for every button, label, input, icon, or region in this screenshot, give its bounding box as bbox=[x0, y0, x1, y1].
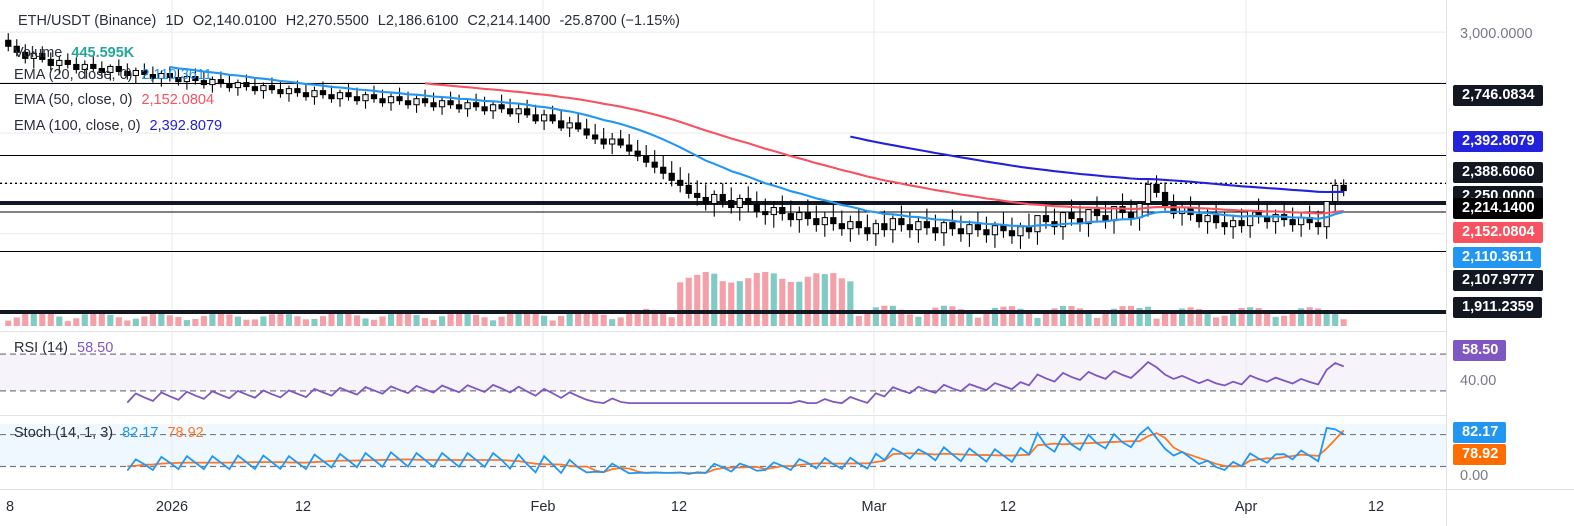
rsi-plot[interactable] bbox=[0, 332, 1446, 414]
time-tick-label: Mar bbox=[861, 499, 887, 515]
stoch-pane[interactable] bbox=[0, 415, 1446, 489]
time-scale[interactable]: 8 2026 12 Feb 12 Mar 12 Apr 12 bbox=[0, 489, 1574, 526]
stoch-plot[interactable] bbox=[0, 416, 1446, 489]
stoch-badge[interactable]: 82.17 bbox=[1453, 422, 1507, 443]
rsi-tick-label: 40.00 bbox=[1460, 373, 1497, 389]
stoch-tick-label: 0.00 bbox=[1460, 468, 1489, 484]
price-badge[interactable]: 2,110.3611 bbox=[1453, 247, 1541, 268]
time-tick-label: 8 bbox=[5, 499, 15, 515]
time-tick-label: 12 bbox=[999, 499, 1017, 515]
stoch-badge[interactable]: 78.92 bbox=[1453, 444, 1507, 465]
time-tick-label: 12 bbox=[294, 499, 312, 515]
rsi-badge[interactable]: 58.50 bbox=[1453, 340, 1507, 361]
time-tick-label: 2026 bbox=[155, 499, 189, 515]
time-tick-label: Feb bbox=[530, 499, 556, 515]
price-badge[interactable]: 2,107.9777 bbox=[1453, 270, 1543, 291]
price-badge[interactable]: 2,214.1400 bbox=[1453, 198, 1543, 219]
price-badge[interactable]: 2,152.0804 bbox=[1453, 222, 1543, 243]
price-plot[interactable] bbox=[0, 0, 1446, 330]
time-tick-label: 12 bbox=[670, 499, 688, 515]
time-tick-label: Apr bbox=[1234, 499, 1258, 515]
price-tick-label: 3,000.0000 bbox=[1460, 26, 1533, 42]
time-tick-label: 12 bbox=[1367, 499, 1385, 515]
price-badge[interactable]: 2,392.8079 bbox=[1453, 131, 1543, 152]
rsi-pane[interactable] bbox=[0, 331, 1446, 414]
time-scale-corner bbox=[1446, 490, 1574, 526]
price-badge[interactable]: 1,911.2359 bbox=[1453, 297, 1542, 318]
price-scale[interactable]: 3,000.0000 2,746.0834 2,392.8079 2,388.6060… bbox=[1446, 0, 1574, 489]
price-pane[interactable] bbox=[0, 0, 1446, 330]
price-badge[interactable]: 2,746.0834 bbox=[1453, 85, 1543, 106]
price-badge[interactable]: 2,388.6060 bbox=[1453, 162, 1543, 183]
